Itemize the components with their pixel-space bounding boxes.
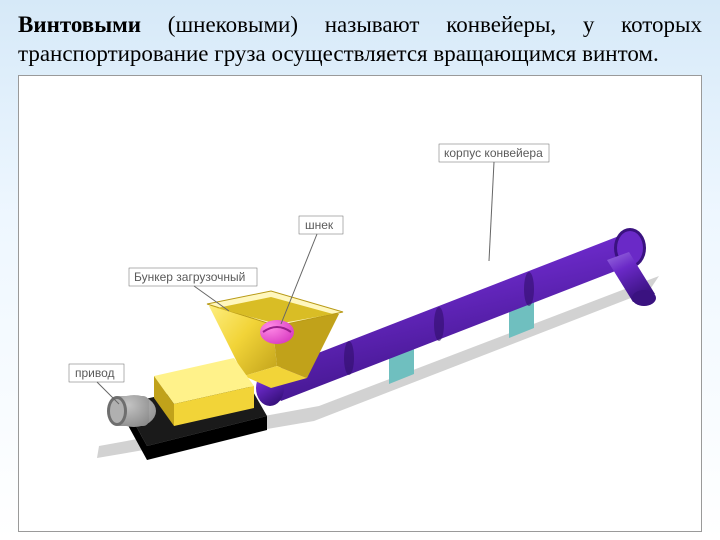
definition-heading: Винтовыми (шнековыми) называют конвейеры… (18, 10, 702, 69)
label-housing: корпус конвейера (439, 144, 549, 261)
label-hopper-text: Бункер загрузочный (134, 270, 245, 284)
label-housing-text: корпус конвейера (444, 146, 543, 160)
screw-conveyor-diagram: корпус конвейера шнек Бункер загрузочный… (19, 76, 702, 506)
label-drive-text: привод (75, 366, 115, 380)
heading-bold: Винтовыми (18, 12, 141, 37)
page: Винтовыми (шнековыми) называют конвейеры… (0, 0, 720, 540)
figure-frame: корпус конвейера шнек Бункер загрузочный… (18, 75, 702, 532)
label-screw-text: шнек (305, 218, 334, 232)
screw-element (260, 320, 294, 344)
